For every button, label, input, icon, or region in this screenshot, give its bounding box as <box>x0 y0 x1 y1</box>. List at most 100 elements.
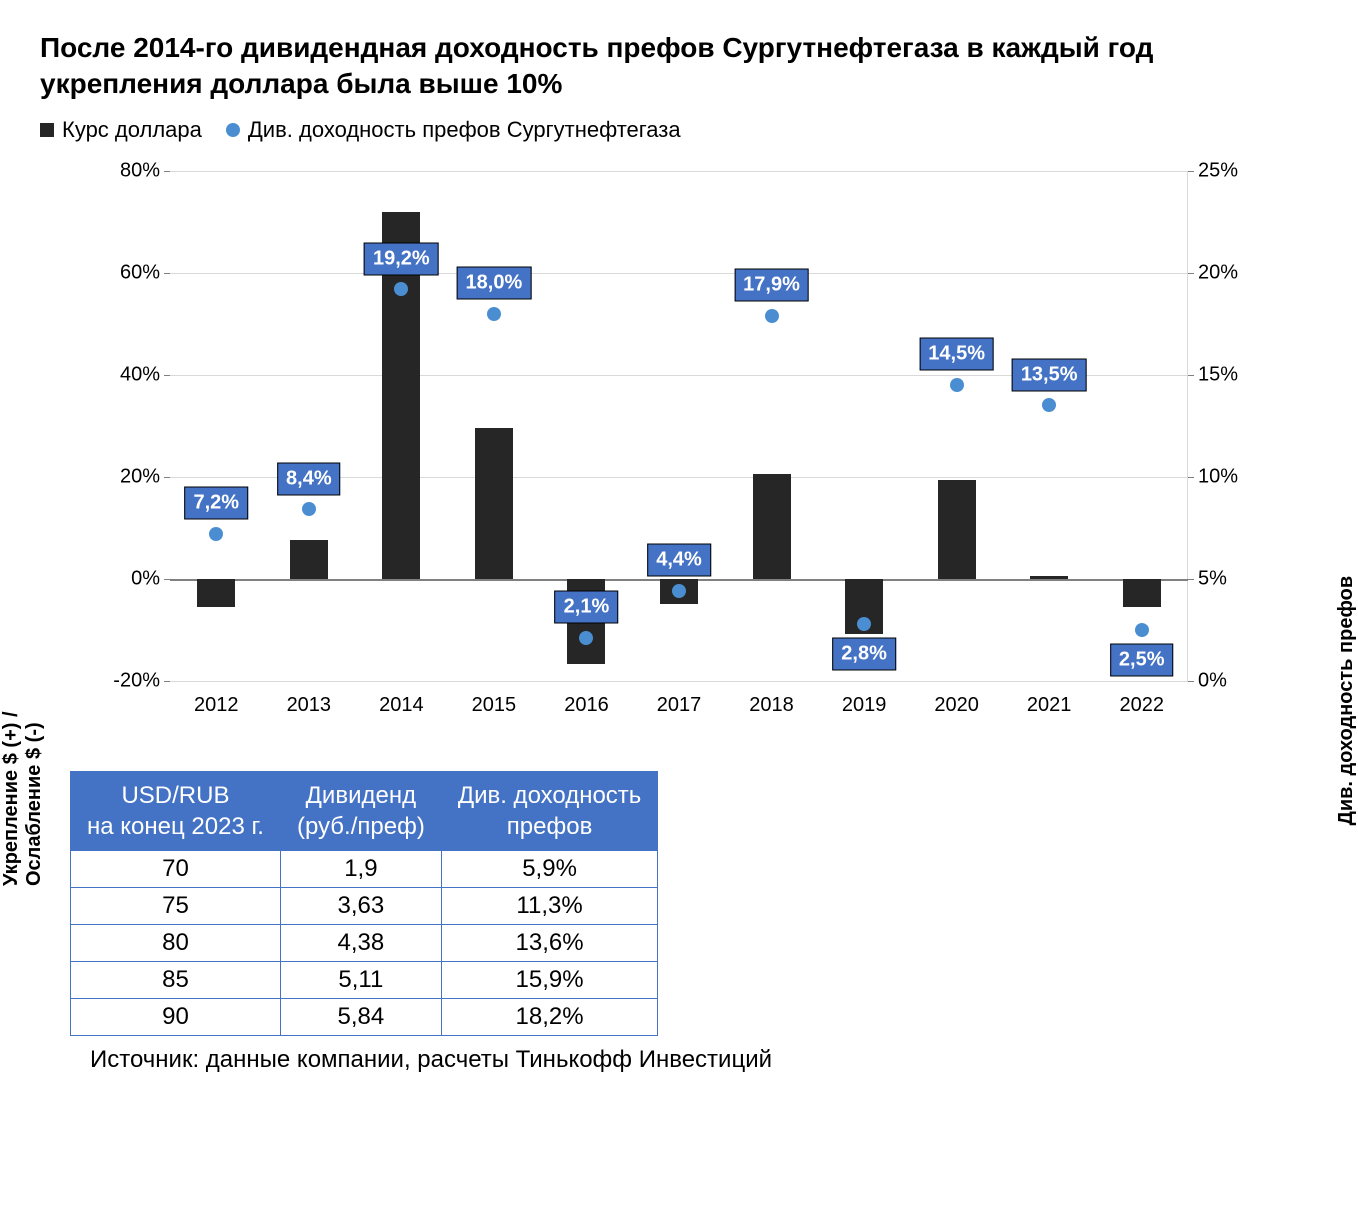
plot-region: -20%0%0%5%20%10%40%15%60%20%80%25%20127,… <box>170 171 1188 681</box>
ytick-mark-left <box>164 273 170 274</box>
data-point-label: 17,9% <box>734 269 809 302</box>
data-point-dot <box>765 309 779 323</box>
ytick-left: 0% <box>110 567 160 590</box>
legend-dot-swatch <box>226 123 240 137</box>
ytick-mark-right <box>1188 171 1194 172</box>
data-point-label: 14,5% <box>919 338 994 371</box>
ytick-right: 20% <box>1198 261 1248 284</box>
table-cell: 80 <box>71 925 281 962</box>
xtick-label: 2022 <box>1119 694 1164 717</box>
data-point-label: 7,2% <box>184 487 248 520</box>
table-cell: 5,9% <box>441 851 657 888</box>
table-cell: 75 <box>71 888 281 925</box>
data-point-dot <box>302 502 316 516</box>
ytick-left: 80% <box>110 159 160 182</box>
y2-axis-line <box>1187 171 1188 681</box>
ytick-left: 60% <box>110 261 160 284</box>
bar <box>1030 576 1068 579</box>
xtick-label: 2015 <box>472 694 517 717</box>
data-point-label: 4,4% <box>647 544 711 577</box>
forecast-table: USD/RUBна конец 2023 г.Дивиденд(руб./пре… <box>70 771 658 1036</box>
data-point-label: 8,4% <box>277 462 341 495</box>
bar <box>938 480 976 579</box>
ytick-mark-right <box>1188 477 1194 478</box>
ytick-left: 40% <box>110 363 160 386</box>
y-axis-left-label: Укрепление $ (+) / Ослабление $ (-) <box>0 596 46 886</box>
bar <box>753 474 791 579</box>
ytick-mark-right <box>1188 375 1194 376</box>
xtick-label: 2014 <box>379 694 424 717</box>
ytick-left: 20% <box>110 465 160 488</box>
table-header-row: USD/RUBна конец 2023 г.Дивиденд(руб./пре… <box>71 771 658 850</box>
table-cell: 1,9 <box>280 851 441 888</box>
legend-bar-label: Курс доллара <box>62 117 202 143</box>
data-point-dot <box>209 527 223 541</box>
table-body: 701,95,9%753,6311,3%804,3813,6%855,1115,… <box>71 851 658 1036</box>
xtick-label: 2021 <box>1027 694 1072 717</box>
bar <box>1123 579 1161 607</box>
table-cell: 90 <box>71 999 281 1036</box>
xtick-label: 2017 <box>657 694 702 717</box>
ytick-mark-left <box>164 681 170 682</box>
table-cell: 4,38 <box>280 925 441 962</box>
ytick-left: -20% <box>110 669 160 692</box>
table-row: 855,1115,9% <box>71 962 658 999</box>
table-row: 701,95,9% <box>71 851 658 888</box>
table-cell: 13,6% <box>441 925 657 962</box>
table-cell: 5,11 <box>280 962 441 999</box>
data-point-dot <box>487 307 501 321</box>
data-point-label: 2,1% <box>555 591 619 624</box>
table-row: 804,3813,6% <box>71 925 658 962</box>
table-cell: 18,2% <box>441 999 657 1036</box>
ytick-right: 15% <box>1198 363 1248 386</box>
data-point-dot <box>672 584 686 598</box>
source-text: Источник: данные компании, расчеты Тиньк… <box>90 1046 1318 1074</box>
bar <box>290 540 328 579</box>
chart-title: После 2014-го дивидендная доходность пре… <box>40 30 1318 103</box>
data-point-label: 13,5% <box>1012 358 1087 391</box>
ytick-right: 0% <box>1198 669 1248 692</box>
ytick-right: 5% <box>1198 567 1248 590</box>
table-cell: 3,63 <box>280 888 441 925</box>
data-point-dot <box>579 631 593 645</box>
ytick-right: 10% <box>1198 465 1248 488</box>
data-point-label: 18,0% <box>457 266 532 299</box>
ytick-mark-left <box>164 171 170 172</box>
data-point-label: 2,8% <box>832 638 896 671</box>
legend-bar-swatch <box>40 123 54 137</box>
data-point-dot <box>394 282 408 296</box>
ytick-mark-right <box>1188 681 1194 682</box>
legend-dot-label: Див. доходность префов Сургутнефтегаза <box>248 117 681 143</box>
ytick-mark-left <box>164 477 170 478</box>
data-point-dot <box>1042 398 1056 412</box>
xtick-label: 2013 <box>287 694 332 717</box>
xtick-label: 2020 <box>934 694 979 717</box>
table-row: 905,8418,2% <box>71 999 658 1036</box>
data-point-dot <box>1135 623 1149 637</box>
legend-dot: Див. доходность префов Сургутнефтегаза <box>226 117 681 143</box>
ytick-right: 25% <box>1198 159 1248 182</box>
gridline <box>170 681 1188 682</box>
y-axis-right-label: Див. доходность префов <box>1335 576 1358 826</box>
gridline <box>170 171 1188 172</box>
table-column-header: Див. доходностьпрефов <box>441 771 657 850</box>
data-point-dot <box>857 617 871 631</box>
legend-bar: Курс доллара <box>40 117 202 143</box>
ytick-mark-right <box>1188 579 1194 580</box>
gridline <box>170 273 1188 274</box>
data-point-label: 2,5% <box>1110 644 1174 677</box>
ytick-mark-right <box>1188 273 1194 274</box>
xtick-label: 2019 <box>842 694 887 717</box>
ytick-mark-left <box>164 375 170 376</box>
data-point-label: 19,2% <box>364 242 439 275</box>
chart-area: Укрепление $ (+) / Ослабление $ (-) Див.… <box>100 161 1258 741</box>
bar <box>197 579 235 607</box>
table-cell: 5,84 <box>280 999 441 1036</box>
table-row: 753,6311,3% <box>71 888 658 925</box>
xtick-label: 2018 <box>749 694 794 717</box>
table-cell: 70 <box>71 851 281 888</box>
table-cell: 85 <box>71 962 281 999</box>
table-column-header: USD/RUBна конец 2023 г. <box>71 771 281 850</box>
table-cell: 11,3% <box>441 888 657 925</box>
legend: Курс доллара Див. доходность префов Сург… <box>40 117 1318 143</box>
